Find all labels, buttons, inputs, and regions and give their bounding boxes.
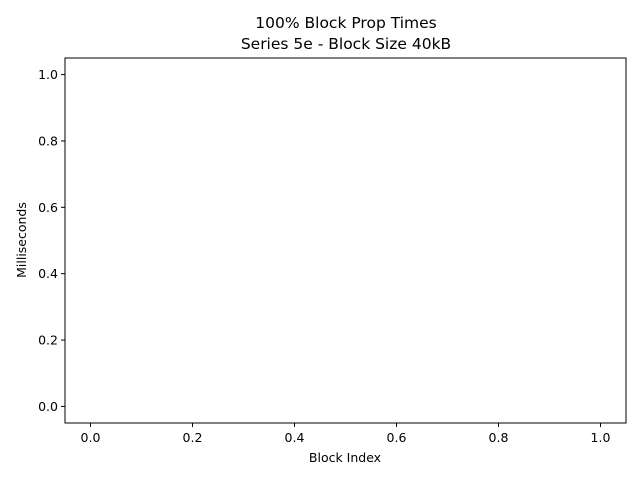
x-tick-label: 0.6 <box>387 430 407 445</box>
plot-frame <box>64 57 627 424</box>
x-tick-label: 0.0 <box>81 430 101 445</box>
chart-subtitle: Series 5e - Block Size 40kB <box>241 35 451 53</box>
y-axis: 0.0 0.2 0.4 0.6 0.8 1.0 <box>38 67 65 414</box>
y-tick-label: 0.0 <box>38 399 58 414</box>
x-tick-label: 0.4 <box>285 430 305 445</box>
plot-area: 0.0 0.2 0.4 0.6 0.8 1.0 0.0 0.2 0.4 0.6 0.8 1.0 <box>38 57 627 445</box>
chart-title: 100% Block Prop Times <box>255 14 436 32</box>
y-tick-label: 0.4 <box>38 266 58 281</box>
y-tick-label: 1.0 <box>38 67 58 82</box>
y-tick-label: 0.6 <box>38 200 58 215</box>
y-tick-label: 0.8 <box>38 133 58 148</box>
x-axis-label: Block Index <box>309 450 381 465</box>
x-tick-label: 0.2 <box>183 430 203 445</box>
x-tick-label: 0.8 <box>489 430 509 445</box>
y-axis-label: Milliseconds <box>14 202 29 278</box>
y-tick-label: 0.2 <box>38 333 58 348</box>
x-tick-label: 1.0 <box>591 430 611 445</box>
x-axis: 0.0 0.2 0.4 0.6 0.8 1.0 <box>81 423 611 445</box>
